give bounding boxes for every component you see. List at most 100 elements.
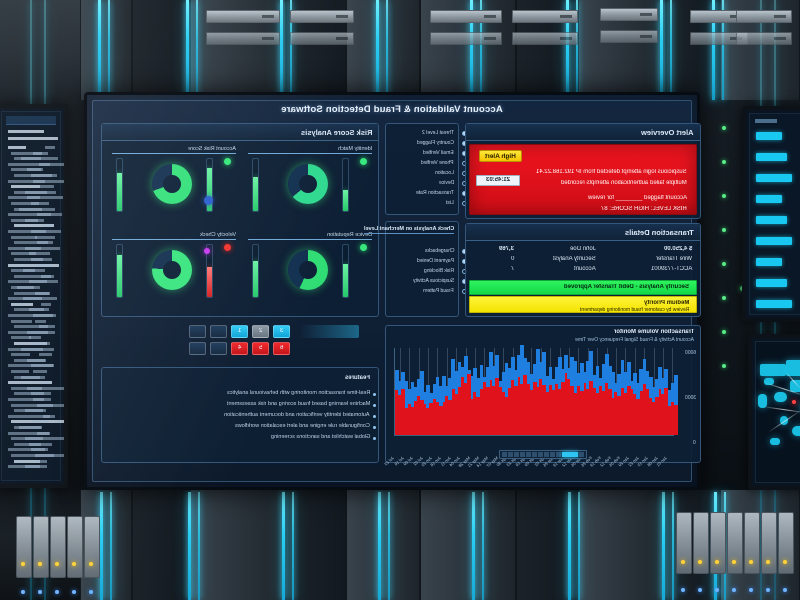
toolbar-button[interactable] xyxy=(189,342,206,355)
checklist-item[interactable]: List xyxy=(446,200,454,208)
chart-page-dot[interactable] xyxy=(562,452,578,457)
chart-page-dot[interactable] xyxy=(514,452,519,457)
checklist-item[interactable]: Threat Level 2 xyxy=(422,130,454,138)
chart-bar-total xyxy=(413,386,418,402)
toolbar-button[interactable] xyxy=(189,325,206,338)
chart-page-dot[interactable] xyxy=(579,452,584,457)
chart-bar-total xyxy=(601,363,606,391)
chart-bar-flagged xyxy=(557,389,562,435)
chart-bar-total xyxy=(470,376,474,399)
side-monitor-transaction-log[interactable] xyxy=(0,104,68,488)
log-line xyxy=(29,280,47,284)
chart-bar-flagged xyxy=(410,407,415,435)
toolbar-button[interactable]: 6 xyxy=(273,342,290,355)
chart-bar-flagged xyxy=(604,382,609,435)
toolbar-button-label: 3 xyxy=(279,328,284,334)
chart-bar-flagged xyxy=(476,397,481,435)
chart-bar-flagged xyxy=(413,401,418,435)
checklist-item[interactable]: Email Verified xyxy=(423,150,454,158)
toolbar-button[interactable]: 4 xyxy=(231,342,248,355)
chart-page-dot[interactable] xyxy=(502,452,507,457)
list-item[interactable] xyxy=(756,132,782,140)
toolbar-button[interactable]: 5 xyxy=(252,342,269,355)
chart-bar-flagged xyxy=(542,385,546,435)
list-item[interactable] xyxy=(756,237,792,245)
chart-page-dot[interactable] xyxy=(520,452,525,457)
checklist-item[interactable]: Phone Verified xyxy=(421,160,454,168)
txn-cell: 3,769 xyxy=(498,246,514,252)
chart-page-dot[interactable] xyxy=(532,452,537,457)
gauge-title: Velocity Check xyxy=(112,232,236,240)
chart-y-tick: 0 xyxy=(693,440,696,446)
checklist-item[interactable]: Risk Blocking xyxy=(424,268,454,276)
chart-bar-flagged xyxy=(608,388,612,435)
log-line xyxy=(31,230,46,233)
status-badge-high-alert: High Alert xyxy=(479,150,522,162)
chart-page-dot[interactable] xyxy=(556,452,561,457)
toolbar-button[interactable]: 3 xyxy=(273,325,290,338)
chart-bar-flagged xyxy=(551,390,556,435)
chart-bar-flagged xyxy=(554,383,559,435)
chart-page-dot[interactable] xyxy=(544,452,549,457)
rack-blade xyxy=(430,32,502,45)
chart-page-dot[interactable] xyxy=(508,452,513,457)
checklist-item[interactable]: Payment Denied xyxy=(417,258,454,266)
chart-bar-flagged xyxy=(495,377,499,435)
list-item[interactable] xyxy=(756,195,782,203)
log-line xyxy=(33,398,44,401)
chart-pagination[interactable] xyxy=(499,450,587,459)
rack-drive xyxy=(761,512,777,574)
list-item[interactable] xyxy=(756,258,782,266)
list-item[interactable] xyxy=(756,279,787,287)
log-line xyxy=(11,353,30,357)
chart-bar-total xyxy=(495,354,499,378)
side-monitor-global-threat-map[interactable] xyxy=(748,334,800,490)
gauge-widget: Identity Match xyxy=(242,144,376,228)
chart-bar-total xyxy=(589,350,593,381)
gauge-bar-left xyxy=(252,244,259,298)
checklist-item[interactable]: Country Flagged xyxy=(417,140,454,148)
checklist-item[interactable]: Location xyxy=(435,170,454,178)
chart-bar-flagged xyxy=(579,390,584,435)
log-line xyxy=(25,218,44,222)
checklist-item[interactable]: Suspicious Activity xyxy=(413,278,454,286)
chart-bar-flagged xyxy=(520,383,525,435)
gauge-status-dot xyxy=(360,158,367,165)
feature-bullet xyxy=(373,404,376,407)
chart-bar-total xyxy=(476,378,481,398)
log-line xyxy=(14,442,41,446)
list-item[interactable] xyxy=(756,153,787,161)
chart-bar-flagged xyxy=(648,398,653,435)
rack-column xyxy=(80,0,132,100)
toolbar-button[interactable]: 2 xyxy=(252,325,269,338)
toolbar-button[interactable] xyxy=(210,325,227,338)
chart-bar-total xyxy=(507,367,512,388)
chart-bar-total xyxy=(583,371,587,383)
chart-page-dot[interactable] xyxy=(550,452,555,457)
alert-panel-header: Alert Overview xyxy=(466,124,700,141)
toolbar-button[interactable]: 1 xyxy=(231,325,248,338)
log-line xyxy=(11,319,32,323)
feature-item: Automated identity verification and docu… xyxy=(224,412,370,421)
chart-page-dot[interactable] xyxy=(538,452,543,457)
main-dashboard-monitor[interactable]: Account Validation & Fraud Detection Sof… xyxy=(84,92,701,490)
chart-bar-flagged xyxy=(548,385,553,435)
checklist-item-label: Chargebacks xyxy=(424,248,454,254)
chart-page-dot[interactable] xyxy=(526,452,531,457)
list-item[interactable] xyxy=(756,300,792,308)
neon-strip xyxy=(376,0,379,100)
side-monitor-transaction-list[interactable] xyxy=(742,106,800,322)
rack-led xyxy=(783,588,787,592)
map-landmass xyxy=(758,394,767,408)
toolbar-button[interactable] xyxy=(210,342,227,355)
gauge-title: Device Reputation xyxy=(248,232,372,240)
txn-cell: Account xyxy=(574,266,596,272)
list-item[interactable] xyxy=(756,216,787,224)
checklist-item[interactable]: Chargebacks xyxy=(425,248,454,256)
list-item[interactable] xyxy=(756,174,792,182)
rack-led xyxy=(38,590,42,594)
checklist-item[interactable]: Fraud Pattern xyxy=(423,288,454,296)
checklist-item[interactable]: Device xyxy=(439,180,454,188)
checklist-item[interactable]: Transaction Rate xyxy=(416,190,454,198)
control-button-grid[interactable]: 1 2 3 4 5 6 xyxy=(189,325,379,363)
